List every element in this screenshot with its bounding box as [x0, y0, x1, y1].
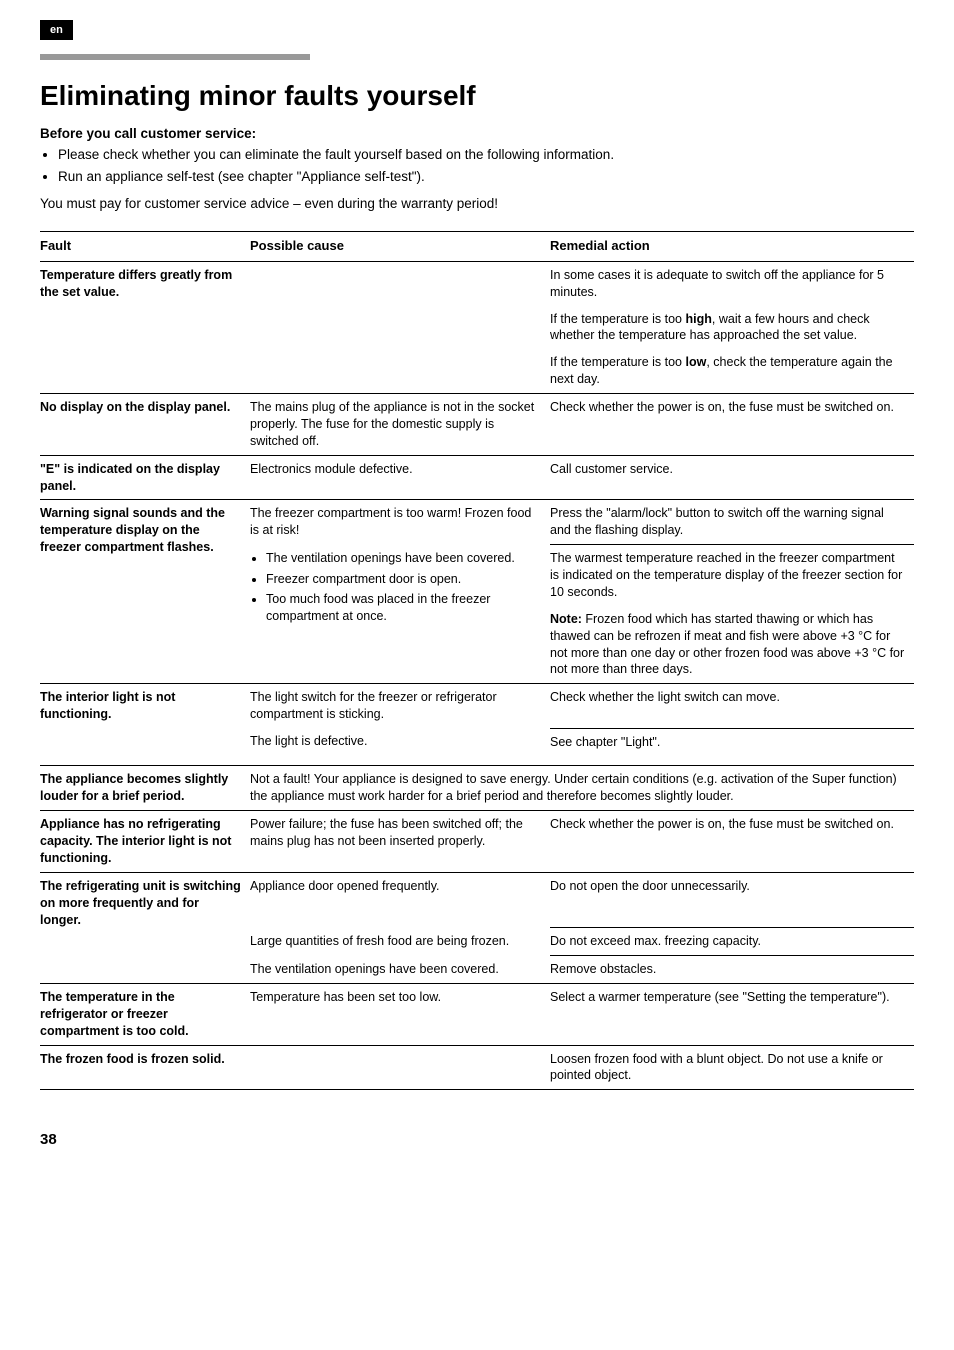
table-row: The appliance becomes slightly louder fo… [40, 766, 914, 811]
table-row: The interior light is not functioning. T… [40, 684, 914, 728]
action-cell: Do not open the door unnecessarily. [550, 872, 914, 899]
action-cell: Select a warmer temperature (see "Settin… [550, 983, 914, 1045]
cause-cell: The ventilation openings have been cover… [250, 956, 550, 984]
action-cell: Call customer service. [550, 455, 914, 500]
intro-bullet: Run an appliance self-test (see chapter … [58, 168, 914, 186]
action-cell: Check whether the power is on, the fuse … [550, 394, 914, 456]
table-row: The temperature in the refrigerator or f… [40, 983, 914, 1045]
cause-cell [250, 349, 550, 393]
action-cell: Press the "alarm/lock" button to switch … [550, 500, 914, 545]
action-cell: If the temperature is too low, check the… [550, 349, 914, 393]
fault-cell: "E" is indicated on the display panel. [40, 455, 250, 500]
cause-item: Freezer compartment door is open. [266, 571, 542, 588]
page-title: Eliminating minor faults yourself [40, 78, 914, 114]
action-cell: If the temperature is too high, wait a f… [550, 306, 914, 350]
fault-cell: The frozen food is frozen solid. [40, 1045, 250, 1090]
action-cell: Do not exceed max. freezing capacity. [550, 928, 914, 956]
table-row: Temperature differs greatly from the set… [40, 261, 914, 305]
col-cause: Possible cause [250, 231, 550, 261]
intro-heading: Before you call customer service: [40, 125, 914, 143]
action-cell: Loosen frozen food with a blunt object. … [550, 1045, 914, 1090]
cause-cell: The ventilation openings have been cover… [250, 545, 550, 684]
spacer-row [40, 755, 914, 766]
fault-cell: Appliance has no refrigerating capacity.… [40, 811, 250, 873]
action-cell: Remove obstacles. [550, 956, 914, 984]
action-cell: Check whether the light switch can move. [550, 684, 914, 728]
table-row: Warning signal sounds and the temperatur… [40, 500, 914, 545]
cause-cell: The light switch for the freezer or refr… [250, 684, 550, 728]
col-action: Remedial action [550, 231, 914, 261]
language-badge: en [40, 20, 73, 40]
header-rule [40, 54, 310, 60]
cause-cell [250, 1045, 550, 1090]
fault-cell: The temperature in the refrigerator or f… [40, 983, 250, 1045]
fault-cell: Warning signal sounds and the temperatur… [40, 500, 250, 684]
cause-item: Too much food was placed in the freezer … [266, 591, 542, 625]
cause-cell [250, 306, 550, 350]
intro-bullets: Please check whether you can eliminate t… [58, 146, 914, 185]
merged-cell: Not a fault! Your appliance is designed … [250, 766, 914, 811]
cause-cell: Appliance door opened frequently. [250, 872, 550, 899]
action-cell: Check whether the power is on, the fuse … [550, 811, 914, 873]
action-cell: Note: Frozen food which has started thaw… [550, 606, 914, 684]
table-row: Appliance has no refrigerating capacity.… [40, 811, 914, 873]
fault-cell: No display on the display panel. [40, 394, 250, 456]
cause-cell: The light is defective. [250, 728, 550, 755]
col-fault: Fault [40, 231, 250, 261]
action-cell: See chapter "Light". [550, 728, 914, 755]
cause-cell: The freezer compartment is too warm! Fro… [250, 500, 550, 545]
cause-cell: Electronics module defective. [250, 455, 550, 500]
fault-cell: The appliance becomes slightly louder fo… [40, 766, 250, 811]
cause-cell: Large quantities of fresh food are being… [250, 928, 550, 956]
cause-cell: Power failure; the fuse has been switche… [250, 811, 550, 873]
table-row: "E" is indicated on the display panel. E… [40, 455, 914, 500]
table-row: The frozen food is frozen solid. Loosen … [40, 1045, 914, 1090]
cause-cell: Temperature has been set too low. [250, 983, 550, 1045]
page-number: 38 [40, 1130, 914, 1150]
faults-table: Fault Possible cause Remedial action Tem… [40, 231, 914, 1090]
intro-bullet: Please check whether you can eliminate t… [58, 146, 914, 164]
fault-cell: The interior light is not functioning. [40, 684, 250, 756]
action-cell: The warmest temperature reached in the f… [550, 545, 914, 606]
cause-cell [250, 261, 550, 305]
fault-cell: The refrigerating unit is switching on m… [40, 872, 250, 983]
intro-note: You must pay for customer service advice… [40, 195, 914, 213]
table-row: The refrigerating unit is switching on m… [40, 872, 914, 899]
table-row: No display on the display panel. The mai… [40, 394, 914, 456]
cause-item: The ventilation openings have been cover… [266, 550, 542, 567]
cause-cell: The mains plug of the appliance is not i… [250, 394, 550, 456]
fault-cell: Temperature differs greatly from the set… [40, 261, 250, 393]
action-cell: In some cases it is adequate to switch o… [550, 261, 914, 305]
